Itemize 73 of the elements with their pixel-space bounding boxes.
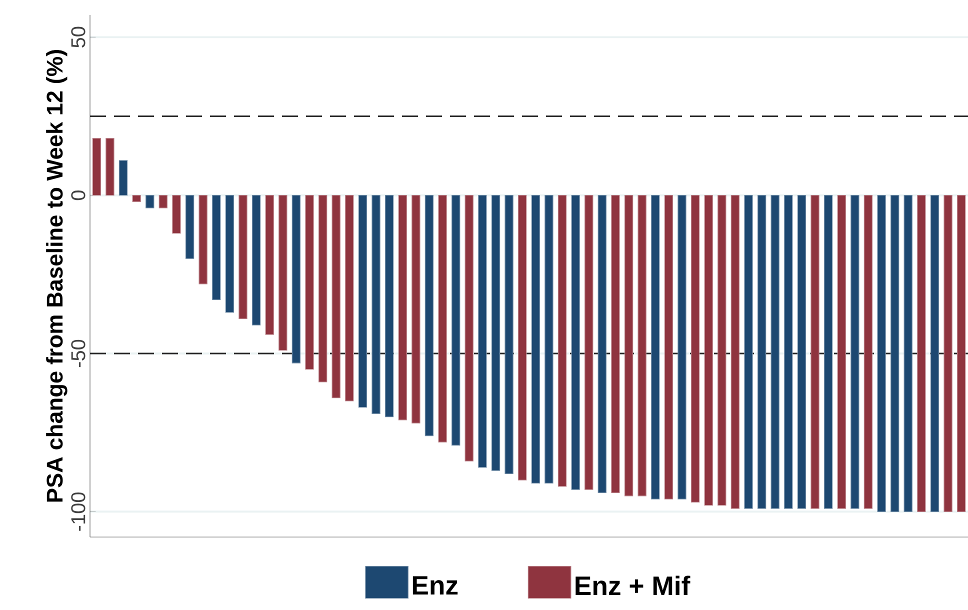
bar xyxy=(957,194,966,512)
bar xyxy=(292,194,301,364)
bar xyxy=(890,194,900,512)
bar xyxy=(185,194,194,259)
bar xyxy=(930,194,940,512)
bar xyxy=(598,194,606,494)
bar xyxy=(784,194,793,509)
bar xyxy=(850,194,860,509)
bar xyxy=(904,194,912,512)
bar xyxy=(372,194,380,414)
bar xyxy=(877,194,886,512)
bar xyxy=(424,194,434,436)
bar xyxy=(225,194,234,313)
bar xyxy=(305,194,314,370)
legend-label: Enz xyxy=(412,576,458,595)
bar xyxy=(491,194,500,471)
bar xyxy=(132,194,141,202)
y-axis-title: PSA change from Baseline to Week 12 (%) xyxy=(46,50,68,502)
bar xyxy=(92,138,101,196)
bar xyxy=(358,194,368,408)
bar xyxy=(624,194,634,496)
bar xyxy=(158,194,168,208)
bar xyxy=(611,194,620,494)
bar xyxy=(824,194,833,509)
bar xyxy=(318,194,328,382)
bar xyxy=(252,194,261,326)
y-tick-label: 0 xyxy=(71,190,86,200)
bar xyxy=(531,194,540,484)
bar xyxy=(118,160,128,196)
bar xyxy=(917,194,926,512)
bar xyxy=(345,194,354,402)
bar xyxy=(704,194,713,506)
bar xyxy=(944,194,952,512)
bar xyxy=(651,194,660,500)
legend-label: Enz + Mif xyxy=(576,576,690,596)
bar xyxy=(744,194,753,509)
bar xyxy=(464,194,474,462)
bar xyxy=(504,194,514,474)
bar xyxy=(398,194,407,420)
bar xyxy=(571,194,580,490)
bar xyxy=(478,194,487,468)
bar xyxy=(172,194,181,234)
bar xyxy=(678,194,686,500)
bar xyxy=(584,194,594,490)
bar xyxy=(198,194,208,284)
bar xyxy=(558,194,567,487)
bar xyxy=(837,194,846,509)
bar xyxy=(452,194,460,446)
bar xyxy=(412,194,420,424)
bar xyxy=(864,194,873,509)
bar xyxy=(718,194,726,506)
bar xyxy=(106,138,114,196)
bar xyxy=(810,194,820,509)
bar xyxy=(690,194,700,503)
bar xyxy=(757,194,766,509)
y-tick-label: -50 xyxy=(71,340,86,368)
bar xyxy=(518,194,527,480)
bar xyxy=(278,194,288,351)
bar xyxy=(797,194,806,509)
bar xyxy=(544,194,554,484)
bar xyxy=(146,194,154,208)
bar xyxy=(265,194,274,335)
bar xyxy=(638,194,646,496)
bar xyxy=(212,194,221,300)
bar xyxy=(238,194,248,320)
y-tick-label: -100 xyxy=(71,492,86,531)
y-tick-label: 50 xyxy=(71,26,86,48)
bar xyxy=(770,194,780,509)
bar xyxy=(332,194,340,398)
bar xyxy=(664,194,674,500)
bar xyxy=(730,194,740,509)
bar xyxy=(384,194,394,418)
bar xyxy=(438,194,447,442)
